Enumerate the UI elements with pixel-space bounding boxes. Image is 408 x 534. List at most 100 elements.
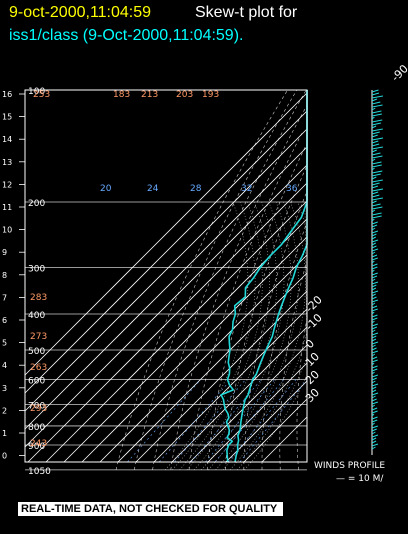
wind-barb <box>371 440 377 444</box>
dry-adiabat-line <box>225 165 308 470</box>
isotherm-right-label: -10 <box>303 311 325 333</box>
wind-barb <box>371 290 379 294</box>
wind-barb <box>371 137 384 141</box>
wind-barb <box>371 197 383 201</box>
height-tick-label: 13 <box>2 158 12 167</box>
wind-barb <box>371 299 379 303</box>
mixing-ratio-label: 32 <box>241 184 252 194</box>
wind-barb <box>371 158 376 162</box>
wind-barb <box>371 335 377 339</box>
wind-barb <box>371 257 378 261</box>
wind-barb <box>371 194 380 198</box>
wind-barb <box>371 116 375 120</box>
wind-barb <box>371 425 378 429</box>
height-tick-label: 5 <box>2 339 7 348</box>
wind-barb <box>371 320 375 324</box>
wind-barb <box>371 245 377 249</box>
wind-barb <box>371 410 378 414</box>
isotherm-line <box>24 146 308 430</box>
height-tick-label: 2 <box>2 406 7 415</box>
mixing-ratio-line <box>205 379 275 463</box>
dry-adiabat-line <box>170 105 308 470</box>
pressure-tick-label: 700 <box>28 401 45 411</box>
wind-barb <box>371 248 379 252</box>
wind-barb <box>371 371 375 375</box>
isotherm-right-label: 20 <box>303 368 322 387</box>
wind-barb <box>371 353 376 357</box>
isotherm-line <box>135 290 308 463</box>
wind-barb <box>371 155 383 159</box>
wind-barb <box>371 167 375 171</box>
wind-barb <box>371 170 383 174</box>
wind-barb <box>371 200 377 204</box>
moist-adiabat-line <box>208 201 292 471</box>
wind-barb <box>371 338 377 342</box>
wind-barb <box>371 146 383 150</box>
wind-barb <box>371 113 382 117</box>
height-tick-label: 16 <box>2 90 12 99</box>
height-tick-label: 7 <box>2 293 7 302</box>
quality-disclaimer: REAL-TIME DATA, NOT CHECKED FOR QUALITY <box>18 502 284 516</box>
winds-profile <box>371 89 384 450</box>
wind-barb <box>371 401 379 405</box>
adiabat-label: 183 <box>113 90 130 100</box>
wind-barb <box>371 188 384 192</box>
plot-frame <box>24 89 308 463</box>
wind-barb <box>371 398 377 402</box>
moist-adiabat-line <box>179 201 263 471</box>
wind-barb <box>371 302 376 306</box>
adiabat-label: 263 <box>30 363 47 373</box>
mixing-ratio-line <box>190 379 262 463</box>
wind-barb <box>371 389 377 393</box>
dewpoint-trace <box>220 90 308 463</box>
wind-barb <box>371 428 377 432</box>
adiabat-label: 293 <box>30 404 47 414</box>
wind-barb <box>371 176 377 180</box>
moist-adiabat-line <box>186 201 270 471</box>
isotherm-right-label: 10 <box>303 350 322 369</box>
wind-barb <box>371 140 379 144</box>
pressure-tick-label: 200 <box>28 199 45 209</box>
moist-adiabat-line <box>236 201 308 471</box>
wind-barb <box>371 437 377 441</box>
isotherm-line <box>24 110 308 394</box>
wind-barb <box>371 341 379 345</box>
height-tick-label: 14 <box>2 135 12 144</box>
wind-barb <box>371 275 378 279</box>
wind-barb <box>371 164 382 168</box>
isotherm-line <box>99 254 308 463</box>
dry-adiabat-line <box>207 144 307 470</box>
wind-barb <box>371 284 377 288</box>
moist-adiabat-line <box>164 201 249 471</box>
wind-barb <box>371 365 378 369</box>
pressure-tick-label: 400 <box>28 311 45 321</box>
wind-barb <box>371 446 376 450</box>
wind-barb <box>371 149 377 153</box>
moist-adiabat-line <box>244 376 307 471</box>
wind-barb <box>371 269 375 273</box>
adiabat-label: 243 <box>30 439 47 449</box>
adiabat-label: 253 <box>33 90 50 100</box>
wind-barb <box>371 236 377 240</box>
winds-profile-label: WINDS PROFILE <box>314 461 385 471</box>
wind-barb <box>371 134 378 138</box>
wind-barb <box>371 92 380 96</box>
adiabat-label: 273 <box>30 332 47 342</box>
wind-barb <box>371 185 379 189</box>
wind-barb <box>371 362 375 366</box>
wind-barb <box>371 332 379 336</box>
adiabat-label: 283 <box>30 293 47 303</box>
wind-barb <box>371 125 377 129</box>
pressure-tick-label: 500 <box>28 347 45 357</box>
wind-barb <box>371 407 378 411</box>
wind-barb <box>371 278 376 282</box>
wind-barb <box>371 122 382 126</box>
wind-barb <box>371 143 380 147</box>
wind-barb <box>371 317 378 321</box>
wind-barb <box>371 98 378 102</box>
height-tick-label: 6 <box>2 316 7 325</box>
wind-barb <box>371 380 376 384</box>
wind-barb <box>371 344 376 348</box>
isotherm-line <box>189 344 308 463</box>
wind-barb <box>371 230 379 234</box>
